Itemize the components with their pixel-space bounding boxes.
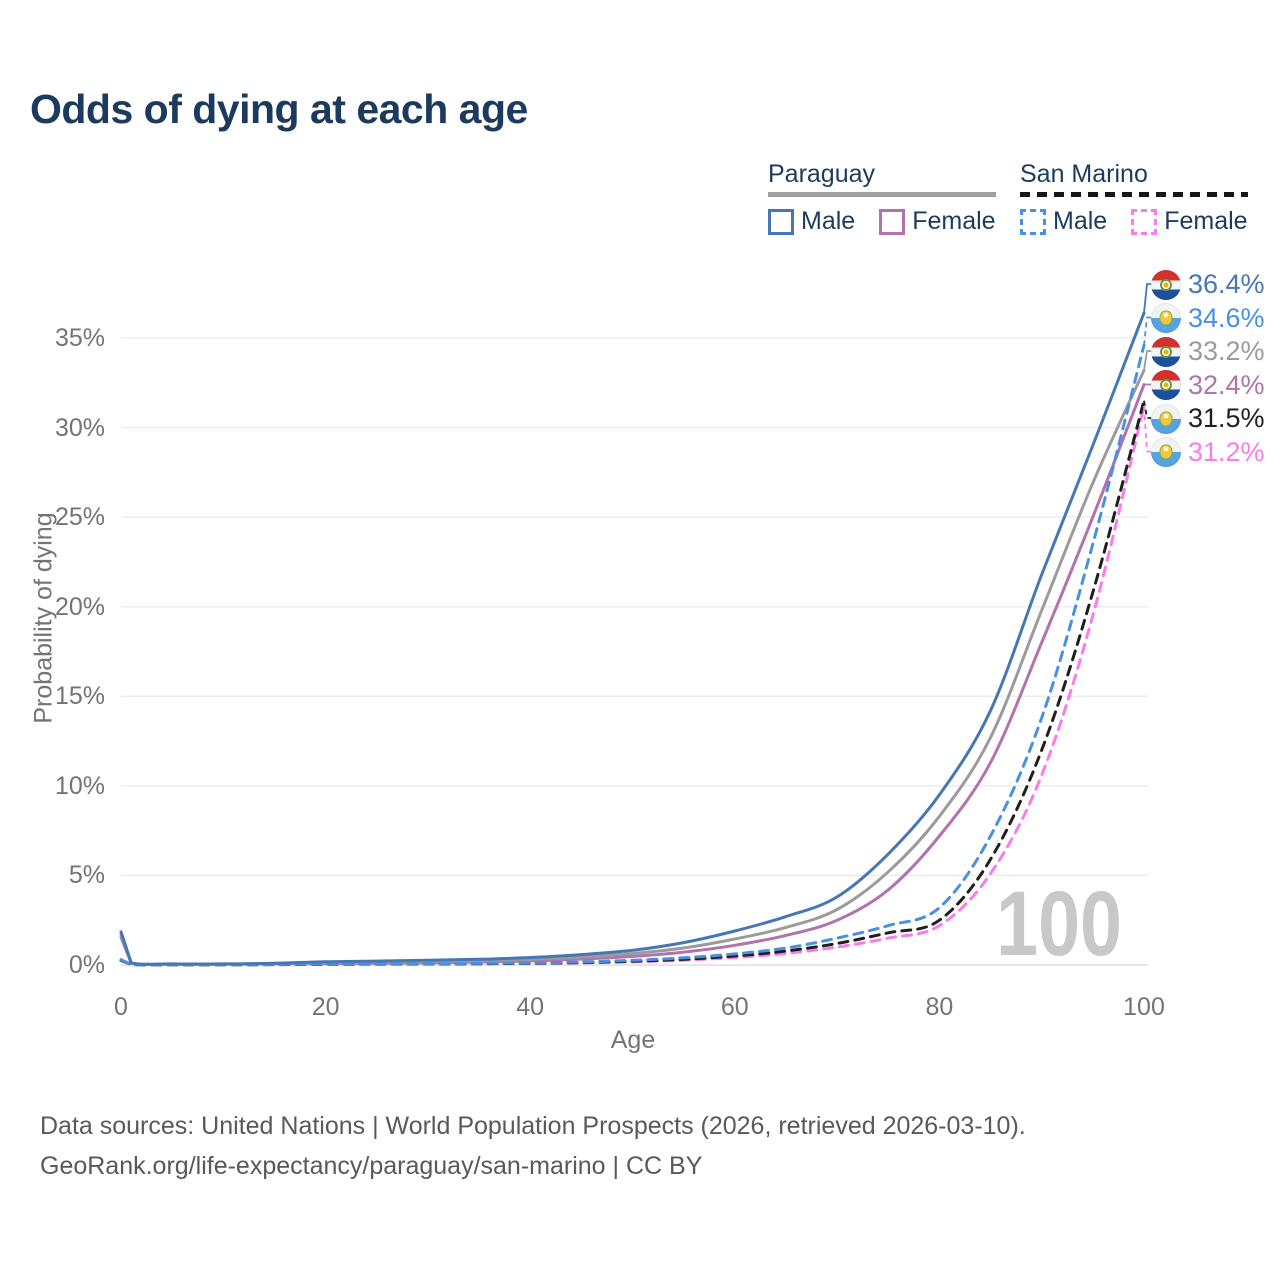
san-marino-flag-icon: [1151, 437, 1181, 467]
x-tick-label: 20: [311, 993, 340, 1021]
legend-item-san-marino-female[interactable]: Female: [1131, 207, 1248, 236]
y-tick-label: 35%: [54, 324, 105, 352]
legend-swatch: [1131, 208, 1158, 235]
end-label-row-san-marino-combined: 31.5%: [1151, 403, 1265, 434]
legend-item-label: Male: [801, 207, 856, 235]
legend-line-style-dashed: [1020, 192, 1248, 197]
legend-group-paraguay: Paraguay Male Female: [768, 160, 996, 236]
paraguay-flag-icon: [1151, 370, 1181, 400]
legend-item-label: Female: [1164, 207, 1248, 235]
x-tick-label: 0: [114, 993, 128, 1021]
legend-group-title: San Marino: [1020, 160, 1148, 188]
footer-sources: Data sources: United Nations | World Pop…: [40, 1112, 1026, 1140]
y-tick-label: 15%: [54, 682, 105, 711]
series-line-paraguay-male[interactable]: [119, 311, 1146, 966]
san-marino-flag-icon: [1151, 303, 1181, 333]
footer: Data sources: United Nations | World Pop…: [40, 1106, 1026, 1186]
y-tick-label: 10%: [54, 771, 105, 800]
end-label-value: 34.6%: [1188, 302, 1265, 333]
end-label-row-paraguay-male: 36.4%: [1151, 269, 1265, 300]
x-tick-label: 100: [1123, 993, 1165, 1021]
paraguay-flag-icon: [1151, 336, 1181, 367]
end-label-value: 36.4%: [1188, 269, 1265, 299]
end-label-value: 32.4%: [1188, 369, 1265, 400]
legend-line-style-solid: [768, 192, 996, 197]
end-label-row-san-marino-female: 31.2%: [1151, 437, 1265, 468]
x-axis-title: Age: [610, 1026, 656, 1054]
footer-attribution: GeoRank.org/life-expectancy/paraguay/san…: [40, 1152, 703, 1180]
end-label-row-paraguay-female: 32.4%: [1151, 370, 1265, 401]
page-title: Odds of dying at each age: [30, 86, 528, 132]
end-label-row-paraguay-combined: 33.2%: [1151, 336, 1265, 367]
series-line-san-marino-male[interactable]: [119, 343, 1146, 967]
legend-item-paraguay-female[interactable]: Female: [879, 207, 996, 236]
x-tick-label: 40: [516, 993, 545, 1021]
y-tick-label: 30%: [54, 413, 105, 442]
legend-group-san-marino: San Marino Male Female: [1020, 160, 1248, 236]
x-tick-label: 60: [720, 993, 749, 1021]
legend-item-label: Female: [912, 207, 996, 235]
end-label-row-san-marino-male: 34.6%: [1151, 303, 1265, 334]
paraguay-flag-icon: [1151, 269, 1181, 300]
legend-group-title: Paraguay: [768, 160, 876, 188]
end-label-value: 33.2%: [1188, 336, 1265, 366]
age-counter-watermark: 100: [996, 873, 1122, 975]
y-tick-label: 20%: [54, 592, 105, 621]
end-label-value: 31.2%: [1188, 436, 1265, 467]
y-tick-label: 0%: [68, 951, 105, 979]
x-tick-label: 80: [925, 993, 954, 1021]
legend-swatch: [768, 208, 794, 235]
san-marino-flag-icon: [1151, 403, 1181, 434]
legend-item-san-marino-male[interactable]: Male: [1020, 207, 1107, 236]
end-label-value: 31.5%: [1188, 403, 1265, 433]
legend-item-label: Male: [1053, 207, 1108, 235]
y-tick-label: 5%: [68, 861, 105, 890]
legend-swatch: [879, 208, 906, 235]
legend-swatch: [1020, 208, 1046, 235]
legend-item-paraguay-male[interactable]: Male: [768, 207, 855, 236]
y-tick-label: 25%: [54, 503, 105, 532]
